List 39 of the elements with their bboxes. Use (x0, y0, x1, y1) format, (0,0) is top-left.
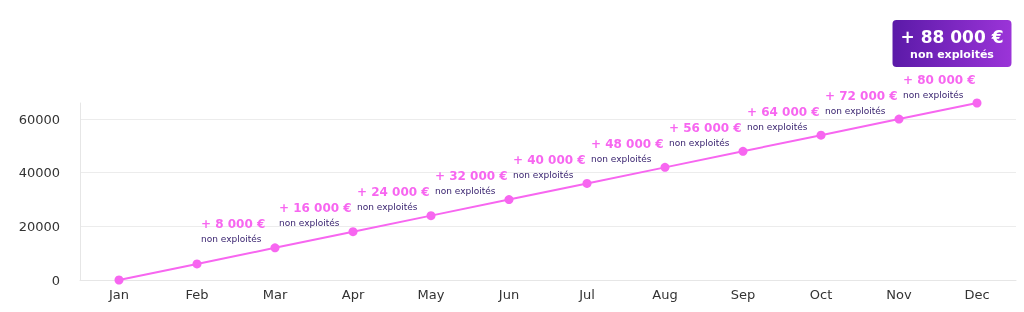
y-tick-label: 20000 (18, 218, 60, 234)
y-tick-label: 60000 (18, 111, 60, 127)
point (972, 98, 982, 108)
x-tick-label: Nov (886, 287, 912, 302)
x-tick-label: Oct (809, 287, 833, 302)
y-tick-label: 0 (51, 272, 60, 288)
point (270, 243, 280, 253)
x-tick-label: Jun (497, 287, 520, 302)
point (582, 178, 592, 188)
point (504, 195, 514, 205)
annotation: + 80 000 € non exploités (903, 72, 976, 100)
x-tick-label: Dec (964, 287, 990, 302)
x-tick-label: Jan (107, 287, 130, 302)
point (660, 162, 670, 172)
annotation: + 8 000 € non exploités (201, 217, 266, 245)
annotation: + 64 000 € non exploités (747, 104, 820, 132)
x-tick-label: Aug (652, 287, 678, 302)
x-tick-label: Jul (578, 287, 595, 302)
annotation: + 72 000 € non exploités (825, 88, 898, 116)
x-tick-label: Sep (730, 287, 756, 302)
annotation: + 40 000 € non exploités (513, 153, 586, 181)
annotation: + 88 000 € non exploités (900, 26, 1004, 61)
point (348, 227, 358, 237)
point (426, 211, 436, 221)
point (894, 114, 904, 124)
point (114, 275, 124, 285)
point (816, 130, 826, 140)
x-tick-label: Apr (341, 287, 365, 302)
y-tick-label: 40000 (18, 165, 60, 181)
x-tick-label: Mar (262, 287, 288, 302)
annotation: + 56 000 € non exploités (669, 120, 742, 148)
point (192, 259, 202, 269)
x-tick-label: Feb (185, 287, 209, 302)
annotation: + 24 000 € non exploités (357, 185, 430, 213)
annotation: + 32 000 € non exploités (435, 169, 508, 197)
point (738, 146, 748, 156)
annotation: + 48 000 € non exploités (591, 136, 664, 164)
annotation: + 16 000 € non exploités (279, 201, 352, 229)
x-tick-label: May (417, 287, 445, 302)
